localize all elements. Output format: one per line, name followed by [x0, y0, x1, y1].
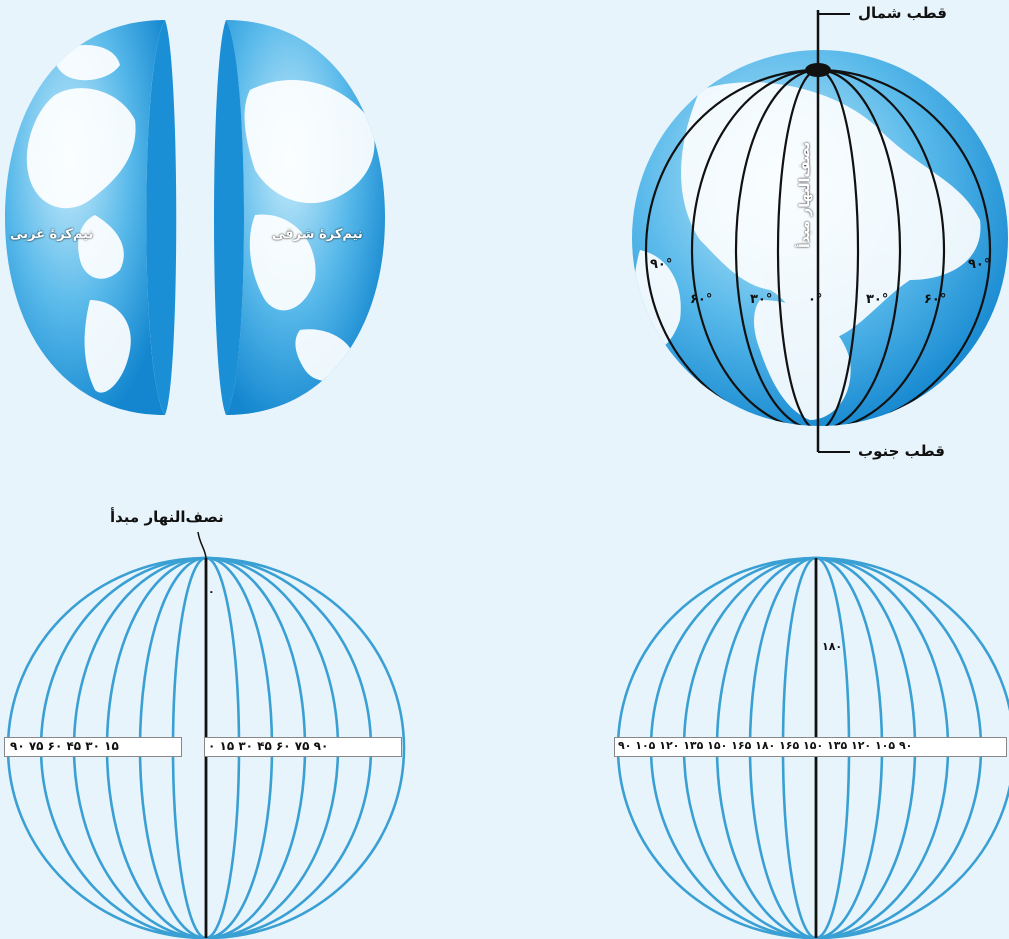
- globe-meridian-west-2: [690, 68, 819, 426]
- globe-meridian-east-1: [817, 68, 902, 426]
- globe-meridian-west-1: [734, 68, 819, 426]
- globe-land: [634, 82, 981, 420]
- western-land: [26, 45, 136, 393]
- eastern-hemisphere-label: نیم‌کرهٔ شرقی: [272, 227, 363, 242]
- meridian-globe: [632, 10, 1008, 453]
- globe-meridians: [644, 68, 992, 426]
- south-pole-label: قطب جنوب: [858, 442, 945, 460]
- degree-zero: ۰°: [808, 292, 823, 307]
- degree-right-60: ۶۰°: [924, 292, 947, 307]
- western-hemisphere: [5, 20, 177, 415]
- globe-meridian-east-2: [817, 68, 946, 426]
- right-meridian-east-5: [815, 556, 1009, 939]
- north-pole-label: قطب شمال: [858, 4, 947, 22]
- eastern-cut-face: [214, 20, 244, 415]
- prime-meridian-vertical-label: نصف‌النهار مبدأ: [797, 141, 813, 248]
- eastern-land: [244, 80, 375, 382]
- left-scale-east: ۰ ۱۵ ۳۰ ۴۵ ۶۰ ۷۵ ۹۰: [208, 739, 329, 753]
- globe-meridian-east-0: [817, 68, 860, 426]
- degree-right-90: ۹۰°: [968, 257, 991, 272]
- prime-meridian-pointer: [197, 531, 207, 559]
- degree-left-30: ۳۰°: [750, 292, 773, 307]
- degree-right-30: ۳۰°: [866, 292, 889, 307]
- degree-left-60: ۶۰°: [690, 292, 713, 307]
- right-scale: ۹۰ ۱۰۵ ۱۲۰ ۱۳۵ ۱۵۰ ۱۶۵ ۱۸۰ ۱۶۵ ۱۵۰ ۱۳۵ ۱…: [618, 739, 913, 752]
- prime-meridian-top-label: نصف‌النهار مبدأ: [110, 508, 224, 526]
- left-scale-west: ۹۰ ۷۵ ۶۰ ۴۵ ۳۰ ۱۵: [10, 739, 119, 753]
- left-scale-band-east: [204, 737, 402, 757]
- degree-left-90: ۹۰°: [650, 257, 673, 272]
- western-cut-face: [146, 20, 177, 415]
- western-hemisphere-label: نیم‌کرهٔ غربی: [10, 227, 94, 242]
- globe-meridian-west-0: [776, 68, 819, 426]
- right-center-mark: ۱۸۰: [822, 640, 843, 653]
- left-meridian-east-5: [205, 556, 406, 939]
- left-center-mark: ۰: [208, 585, 215, 598]
- right-scale-band: [614, 737, 1007, 757]
- left-scale-band-west: [4, 737, 182, 757]
- projection-left: [6, 531, 406, 939]
- eastern-hemisphere: [214, 20, 385, 415]
